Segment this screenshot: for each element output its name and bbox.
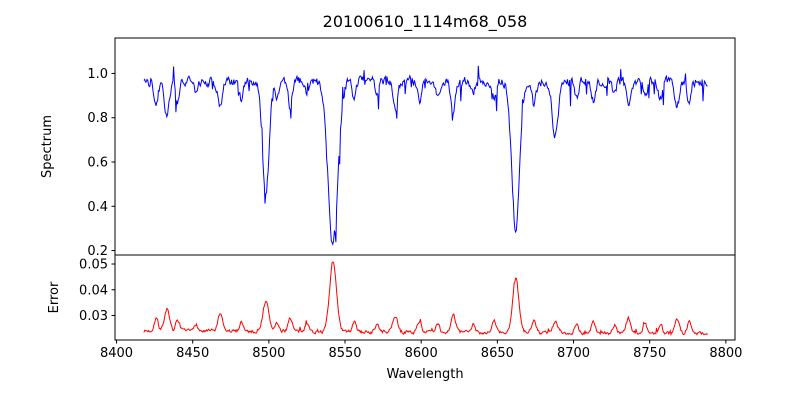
y-tick-label: 0.6 bbox=[87, 156, 108, 171]
y-tick-label: 1.0 bbox=[87, 67, 108, 82]
x-tick-label: 8500 bbox=[252, 346, 285, 361]
error-y-axis-label: Error bbox=[47, 281, 62, 313]
data-layer bbox=[143, 65, 708, 337]
spectrum-y-axis-label: Spectrum bbox=[40, 115, 55, 178]
y-tick-label: 0.04 bbox=[79, 283, 108, 298]
y-tick-label: 0.03 bbox=[79, 309, 108, 324]
chart-title: 20100610_1114m68_058 bbox=[323, 12, 528, 32]
axes-layer: 8400 8450 8500 8550 8600 8650 8700 8750 88000.20… bbox=[79, 37, 742, 361]
x-tick-label: 8800 bbox=[709, 346, 742, 361]
x-tick-label: 8650 bbox=[481, 346, 514, 361]
x-tick-label: 8400 bbox=[100, 346, 133, 361]
y-tick-label: 0.2 bbox=[87, 244, 108, 259]
y-tick-label: 0.8 bbox=[87, 111, 108, 126]
x-axis-label: Wavelength bbox=[386, 367, 463, 382]
y-tick-label: 0.05 bbox=[79, 258, 108, 273]
error-line bbox=[143, 261, 708, 337]
x-tick-label: 8550 bbox=[328, 346, 361, 361]
x-tick-label: 8700 bbox=[557, 346, 590, 361]
x-tick-label: 8450 bbox=[176, 346, 209, 361]
spectrum-line bbox=[143, 65, 708, 246]
labels-layer: 20100610_1114m68_058 Wavelength Spectrum… bbox=[40, 12, 527, 382]
x-tick-label: 8600 bbox=[405, 346, 438, 361]
error-panel-border bbox=[114, 254, 736, 341]
y-tick-label: 0.4 bbox=[87, 200, 108, 215]
x-tick-label: 8750 bbox=[633, 346, 666, 361]
spectrum-panel-border bbox=[114, 37, 736, 256]
